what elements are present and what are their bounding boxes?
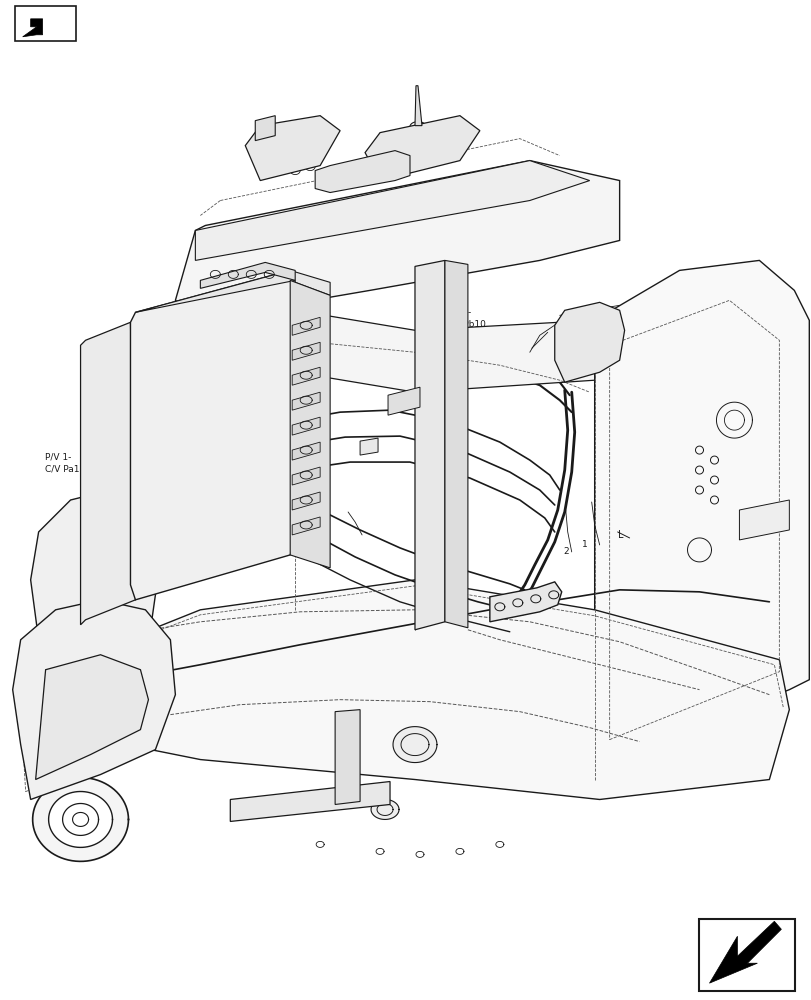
Polygon shape — [393, 727, 436, 763]
Text: P/V 2-
C/V Pb10: P/V 2- C/V Pb10 — [444, 308, 485, 329]
Polygon shape — [36, 652, 145, 748]
Polygon shape — [292, 317, 320, 335]
Text: L: L — [617, 530, 622, 540]
Text: Pb10: Pb10 — [282, 507, 304, 516]
Text: 3: 3 — [120, 469, 126, 478]
Polygon shape — [292, 492, 320, 510]
Polygon shape — [131, 270, 295, 600]
Polygon shape — [371, 799, 398, 819]
Polygon shape — [292, 442, 320, 460]
Text: 1: 1 — [581, 540, 586, 549]
Polygon shape — [365, 116, 479, 181]
Polygon shape — [195, 161, 589, 260]
Polygon shape — [709, 921, 780, 983]
Polygon shape — [135, 270, 330, 312]
Polygon shape — [292, 342, 320, 360]
Polygon shape — [32, 778, 128, 861]
Polygon shape — [594, 260, 809, 765]
Polygon shape — [414, 260, 444, 630]
Text: P/V 1-
C/V Pa10: P/V 1- C/V Pa10 — [45, 453, 85, 473]
Text: 1: 1 — [432, 328, 438, 337]
Polygon shape — [42, 580, 788, 799]
Text: Pa10: Pa10 — [148, 456, 170, 465]
Polygon shape — [292, 467, 320, 485]
Polygon shape — [315, 151, 410, 193]
Polygon shape — [31, 490, 161, 690]
Polygon shape — [359, 438, 378, 455]
Polygon shape — [335, 710, 359, 804]
Polygon shape — [290, 280, 330, 568]
Polygon shape — [13, 600, 175, 799]
Polygon shape — [36, 655, 148, 780]
Text: 2: 2 — [563, 547, 569, 556]
Polygon shape — [49, 792, 113, 847]
Polygon shape — [739, 500, 788, 540]
Polygon shape — [292, 517, 320, 535]
Polygon shape — [489, 201, 509, 220]
Polygon shape — [230, 782, 389, 821]
Polygon shape — [554, 302, 624, 382]
Polygon shape — [53, 667, 128, 733]
Polygon shape — [15, 6, 75, 41]
Polygon shape — [292, 392, 320, 410]
Polygon shape — [175, 161, 619, 320]
Polygon shape — [414, 86, 422, 126]
Polygon shape — [388, 387, 419, 415]
Polygon shape — [80, 322, 135, 625]
Polygon shape — [23, 19, 42, 37]
Polygon shape — [245, 116, 340, 181]
Polygon shape — [292, 417, 320, 435]
Polygon shape — [489, 582, 561, 622]
Polygon shape — [292, 367, 320, 385]
Polygon shape — [91, 442, 146, 498]
Polygon shape — [200, 262, 295, 288]
Polygon shape — [93, 355, 144, 405]
Polygon shape — [698, 919, 794, 991]
Polygon shape — [72, 584, 85, 602]
Polygon shape — [444, 260, 467, 628]
Polygon shape — [91, 310, 594, 442]
Polygon shape — [255, 116, 275, 141]
